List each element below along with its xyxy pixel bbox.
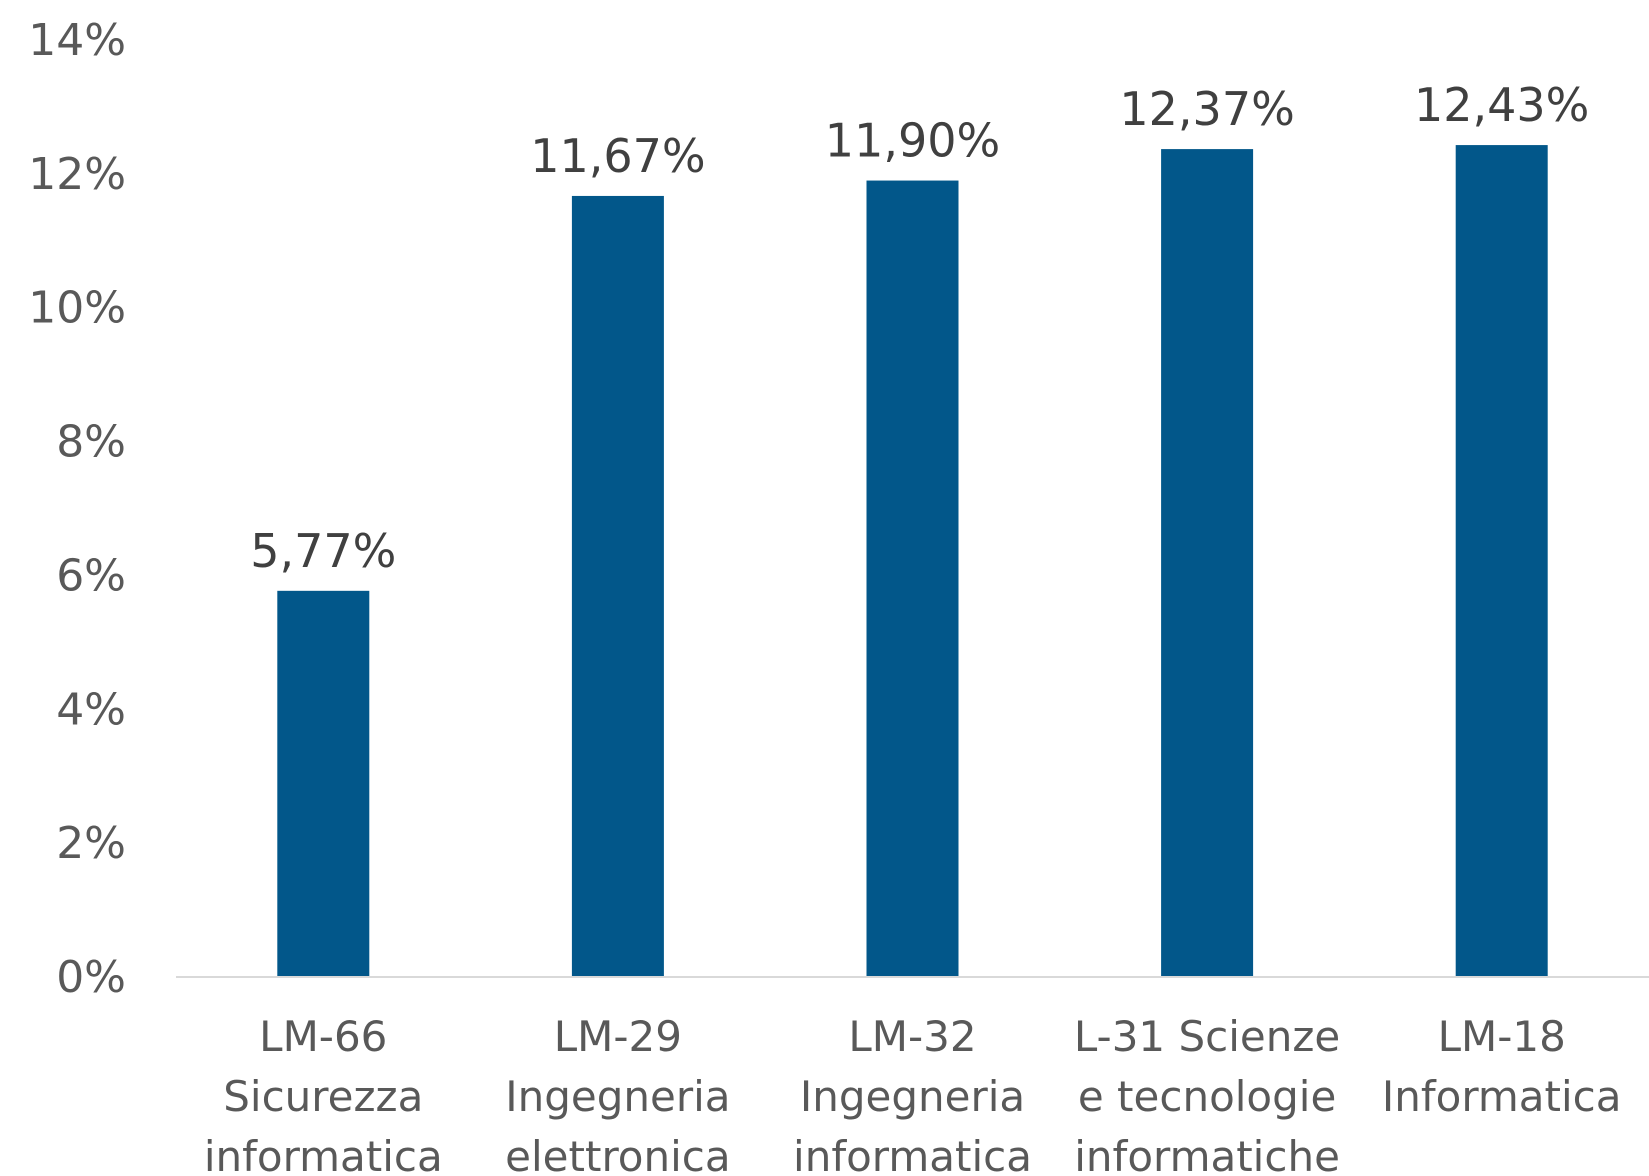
x-tick-label-line: Informatica <box>1382 1072 1622 1121</box>
y-tick-label: 6% <box>56 550 126 601</box>
y-tick-label: 0% <box>56 952 126 1003</box>
x-tick-label-line: elettronica <box>505 1132 730 1176</box>
y-tick-label: 14% <box>28 15 126 66</box>
x-tick-label-line: informatica <box>793 1132 1032 1176</box>
y-tick-label: 10% <box>28 283 126 334</box>
bar-series <box>277 145 1548 978</box>
bar <box>571 195 664 977</box>
y-tick-label: 8% <box>56 417 126 468</box>
x-tick-label: LM-32 Ingegneria informatica <box>793 1012 1032 1176</box>
x-tick-label-line: Ingegneria <box>800 1072 1025 1121</box>
bar-data-label: 11,67% <box>530 129 705 183</box>
bar <box>1161 149 1254 977</box>
x-tick-label-line: Ingegneria <box>505 1072 730 1121</box>
bar-data-label: 12,43% <box>1414 78 1589 132</box>
x-tick-label: LM-18 Informatica <box>1382 1012 1622 1121</box>
data-labels: 5,77% 11,67% 11,90% 12,37% 12,43% <box>250 78 1589 578</box>
x-tick-label-line: LM-66 <box>259 1012 387 1061</box>
bar-data-label: 12,37% <box>1119 82 1294 136</box>
x-axis-category-labels: LM-66 Sicurezza informatica LM-29 Ingegneria… <box>204 1012 1622 1176</box>
bar <box>1455 145 1548 977</box>
y-axis-ticks: 0% 2% 4% 6% 8% 10% 12% 14% <box>28 15 126 1003</box>
x-tick-label-line: LM-32 <box>848 1012 976 1061</box>
y-tick-label: 12% <box>28 149 126 200</box>
x-tick-label: LM-66 Sicurezza informatica <box>204 1012 443 1176</box>
y-tick-label: 2% <box>56 818 126 869</box>
x-tick-label-line: informatica <box>204 1132 443 1176</box>
x-tick-label-line: L-31 Scienze <box>1074 1012 1340 1061</box>
x-tick-label-line: informatiche <box>1074 1132 1340 1176</box>
x-tick-label: L-31 Scienze e tecnologie informatiche <box>1074 1012 1340 1176</box>
bar-data-label: 5,77% <box>250 524 396 578</box>
x-tick-label-line: LM-29 <box>554 1012 682 1061</box>
x-tick-label: LM-29 Ingegneria elettronica <box>505 1012 730 1176</box>
y-tick-label: 4% <box>56 684 126 735</box>
bar <box>866 180 959 978</box>
bar <box>277 590 370 977</box>
x-tick-label-line: LM-18 <box>1438 1012 1566 1061</box>
bar-data-label: 11,90% <box>825 114 1000 168</box>
x-tick-label-line: e tecnologie <box>1078 1072 1336 1121</box>
x-tick-label-line: Sicurezza <box>223 1072 423 1121</box>
